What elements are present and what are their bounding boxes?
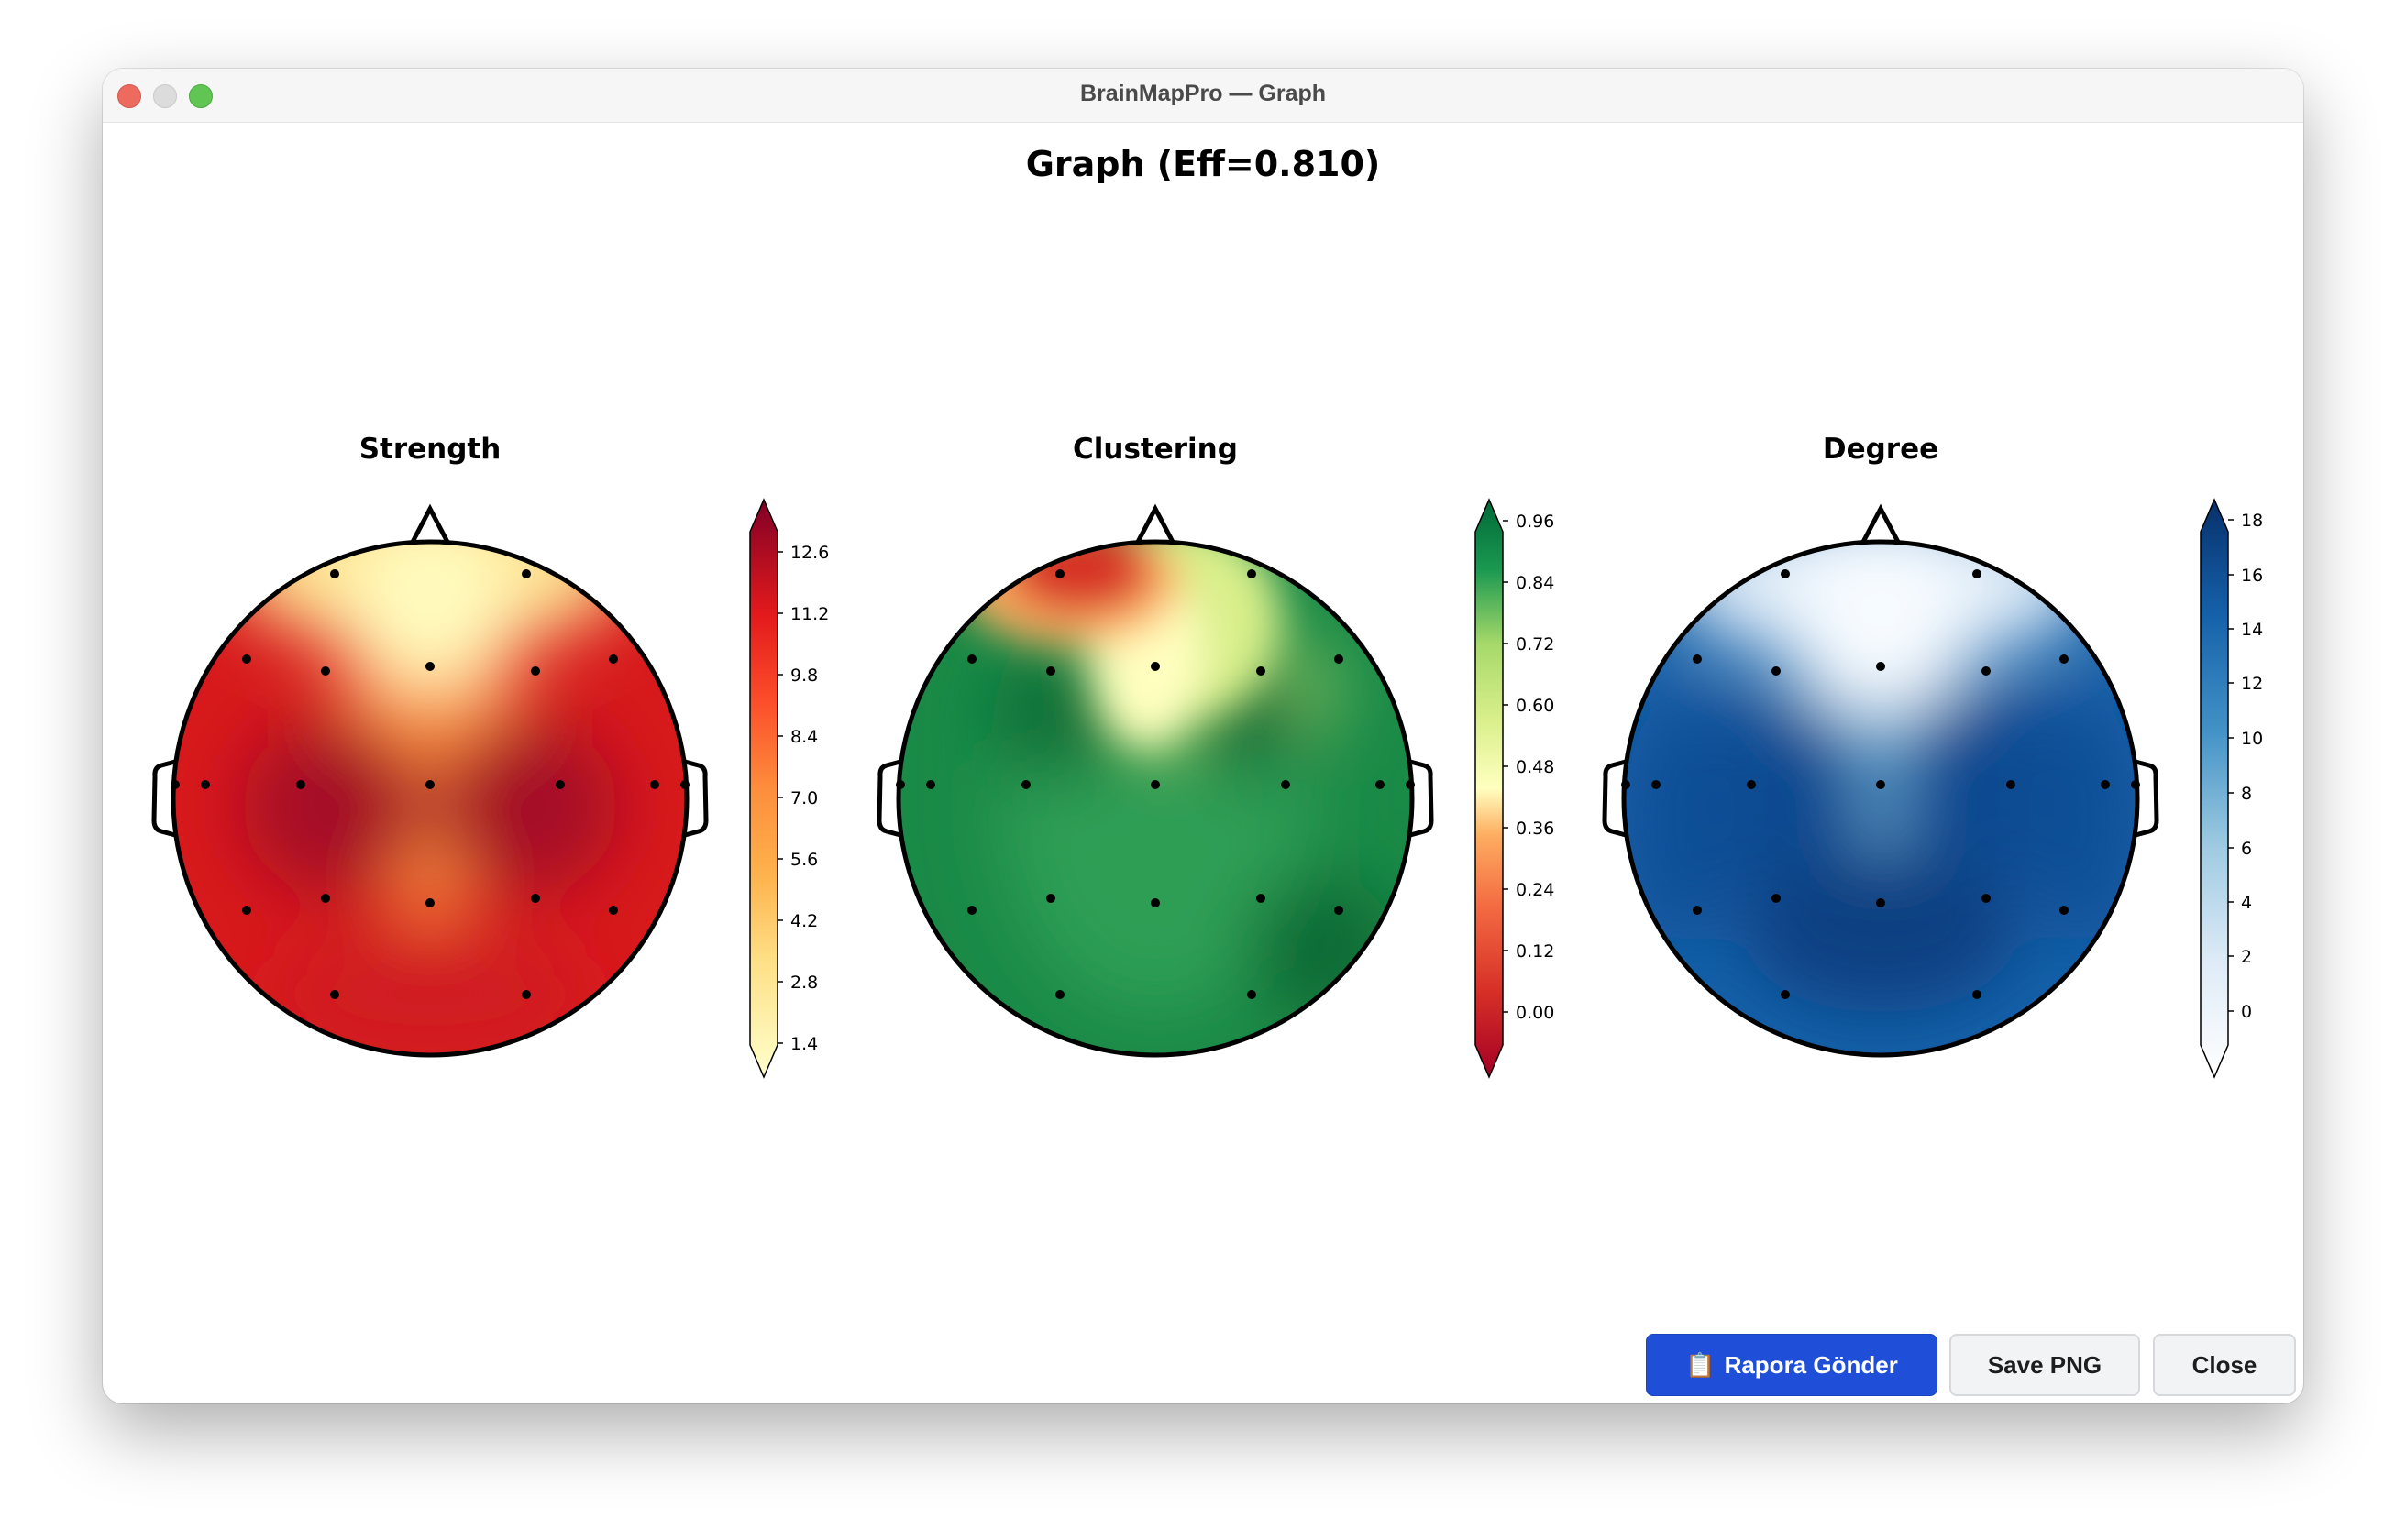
close-button[interactable]: Close — [2153, 1334, 2296, 1396]
figure-title: Graph (Eff=0.810) — [1025, 144, 1381, 184]
strength-head-outline — [151, 503, 709, 1058]
strength-topomap — [173, 542, 687, 1055]
close-label: Close — [2191, 1350, 2257, 1379]
save-png-button[interactable]: Save PNG — [1949, 1334, 2140, 1396]
window-title: BrainMapPro — Graph — [1079, 81, 1327, 106]
degree-tick-label: 2 — [2241, 947, 2252, 967]
degree-tick-label: 6 — [2241, 839, 2252, 859]
clustering-tick-label: 0.48 — [1516, 757, 1554, 777]
clustering-tick-label: 0.84 — [1516, 573, 1554, 593]
strength-tick-label: 7.0 — [790, 788, 818, 808]
window-minimize-button[interactable] — [153, 84, 177, 108]
clustering-tick-label: 0.24 — [1516, 880, 1554, 900]
save-png-label: Save PNG — [1987, 1350, 2102, 1379]
clustering-head-outline — [877, 503, 1434, 1058]
degree-panel: Degree — [1602, 433, 2263, 1079]
degree-colorbar-ticks: 0 2 4 6 8 10 12 14 16 — [2228, 511, 2263, 1022]
degree-tick-label: 14 — [2241, 620, 2263, 640]
clustering-colorbar: 0.00 0.12 0.24 0.36 0.48 0.60 0.72 0.84 — [1474, 498, 1554, 1079]
clustering-tick-label: 0.96 — [1516, 512, 1554, 532]
degree-colorbar: 0 2 4 6 8 10 12 14 16 — [2200, 498, 2263, 1079]
strength-tick-label: 4.2 — [790, 911, 818, 931]
clustering-title: Clustering — [1073, 433, 1238, 466]
strength-tick-label: 5.6 — [790, 850, 818, 870]
clustering-tick-label: 0.36 — [1516, 819, 1554, 839]
degree-tick-label: 8 — [2241, 784, 2252, 804]
degree-sensors — [1621, 569, 2140, 999]
app-window: BrainMapPro — Graph Graph (Eff=0.810) — [103, 69, 2303, 1403]
degree-tick-label: 16 — [2241, 566, 2263, 586]
strength-tick-label: 1.4 — [790, 1034, 818, 1054]
clustering-sensors — [896, 569, 1415, 999]
strength-tick-label: 8.4 — [790, 727, 818, 747]
degree-tick-label: 4 — [2241, 893, 2252, 913]
clustering-topomap — [899, 542, 1412, 1055]
strength-colorbar: 1.4 2.8 4.2 5.6 7.0 8.4 9.8 11.2 — [749, 498, 829, 1079]
strength-tick-label: 2.8 — [790, 973, 818, 993]
strength-panel: Strength — [151, 433, 829, 1079]
degree-tick-label: 12 — [2241, 674, 2263, 694]
degree-head-outline — [1602, 503, 2159, 1058]
strength-tick-label: 12.6 — [790, 543, 829, 563]
clustering-panel: Clustering — [877, 433, 1554, 1079]
clustering-tick-label: 0.12 — [1516, 941, 1554, 962]
window-close-button[interactable] — [117, 84, 141, 108]
clustering-colorbar-ticks: 0.00 0.12 0.24 0.36 0.48 0.60 0.72 0.84 — [1503, 512, 1554, 1023]
clustering-tick-label: 0.72 — [1516, 634, 1554, 654]
strength-title: Strength — [359, 433, 502, 466]
window-maximize-button[interactable] — [189, 84, 213, 108]
clustering-tick-label: 0.00 — [1516, 1003, 1554, 1023]
degree-tick-label: 10 — [2241, 729, 2263, 749]
clipboard-icon: 📋 — [1685, 1350, 1716, 1379]
strength-sensors — [171, 569, 690, 999]
degree-topomap — [1624, 542, 2137, 1055]
send-to-report-button[interactable]: 📋 Rapora Gönder — [1646, 1334, 1937, 1396]
title-bar: BrainMapPro — Graph — [103, 69, 2303, 123]
topomap-figure: Strength — [151, 433, 2263, 1079]
clustering-tick-label: 0.60 — [1516, 696, 1554, 716]
degree-title: Degree — [1823, 433, 1938, 466]
degree-tick-label: 0 — [2241, 1002, 2252, 1022]
strength-tick-label: 11.2 — [790, 604, 829, 624]
send-to-report-label: Rapora Gönder — [1724, 1350, 1898, 1379]
strength-colorbar-ticks: 1.4 2.8 4.2 5.6 7.0 8.4 9.8 11.2 — [778, 543, 829, 1054]
strength-tick-label: 9.8 — [790, 666, 818, 686]
degree-tick-label: 18 — [2241, 511, 2263, 531]
